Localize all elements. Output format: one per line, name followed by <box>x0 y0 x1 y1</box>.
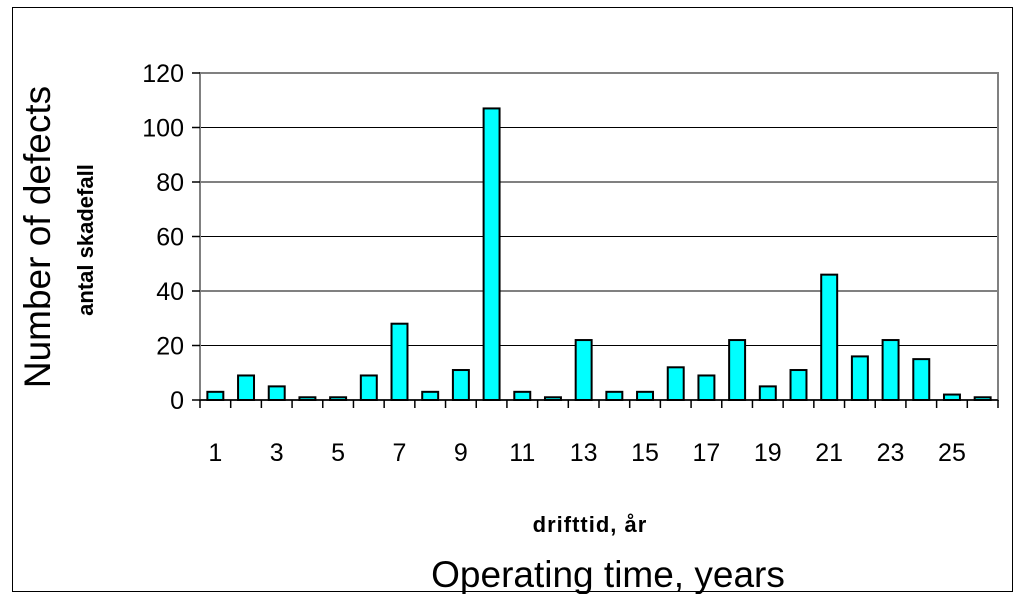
bar-series <box>206 107 992 402</box>
x-tick-label: 9 <box>454 439 468 467</box>
bar-year-1 <box>206 390 225 402</box>
x-tick-label: 5 <box>331 439 345 467</box>
bar-year-21 <box>820 273 839 401</box>
y-axis-subtitle: antal skadefall <box>73 164 98 316</box>
bar-year-22 <box>850 355 869 401</box>
x-axis-subtitle: drifttid, år <box>533 512 648 537</box>
x-tick-label: 23 <box>877 439 905 467</box>
bar-year-8 <box>421 390 440 402</box>
x-axis-title: Operating time, years <box>431 554 785 594</box>
bar-year-2 <box>237 374 256 402</box>
bar-year-18 <box>728 339 747 401</box>
x-tick-label: 13 <box>570 439 598 467</box>
bar-year-25 <box>942 393 961 401</box>
y-tick-label: 60 <box>156 224 184 252</box>
y-tick-label: 80 <box>156 169 184 197</box>
y-tick-label: 100 <box>142 115 184 143</box>
bar-year-10 <box>482 107 501 402</box>
bar-year-6 <box>359 374 378 402</box>
y-axis-ticks: 0 20 40 60 80 100 120 <box>142 60 200 415</box>
bar-year-3 <box>267 385 286 401</box>
gridlines <box>200 127 998 346</box>
x-tick-label: 7 <box>393 439 407 467</box>
bar-year-9 <box>451 369 470 401</box>
bar-year-14 <box>605 390 624 402</box>
x-tick-label: 25 <box>938 439 966 467</box>
bar-year-16 <box>666 366 685 401</box>
x-tick-label: 19 <box>754 439 782 467</box>
y-tick-label: 40 <box>156 278 184 306</box>
y-axis-title: Number of defects <box>17 86 58 388</box>
x-tick-label: 17 <box>693 439 721 467</box>
chart-frame <box>12 7 1013 592</box>
bar-year-15 <box>636 390 655 402</box>
bar-year-13 <box>574 339 593 401</box>
x-tick-label: 1 <box>208 439 222 467</box>
y-tick-label: 120 <box>142 60 184 88</box>
y-tick-label: 0 <box>170 387 184 415</box>
bar-year-11 <box>513 390 532 402</box>
bar-year-19 <box>758 385 777 401</box>
x-tick-label: 3 <box>270 439 284 467</box>
x-tick-label: 11 <box>509 439 535 467</box>
bar-year-23 <box>881 339 900 401</box>
bar-year-24 <box>912 358 931 401</box>
x-axis-ticks: 1 3 5 7 9 11 13 15 17 19 21 23 25 <box>199 400 999 467</box>
x-tick-label: 21 <box>815 439 843 467</box>
bar-year-20 <box>789 369 808 401</box>
y-tick-label: 20 <box>156 333 184 361</box>
bar-year-17 <box>697 374 716 402</box>
x-tick-label: 15 <box>631 439 659 467</box>
bar-year-7 <box>390 322 409 402</box>
